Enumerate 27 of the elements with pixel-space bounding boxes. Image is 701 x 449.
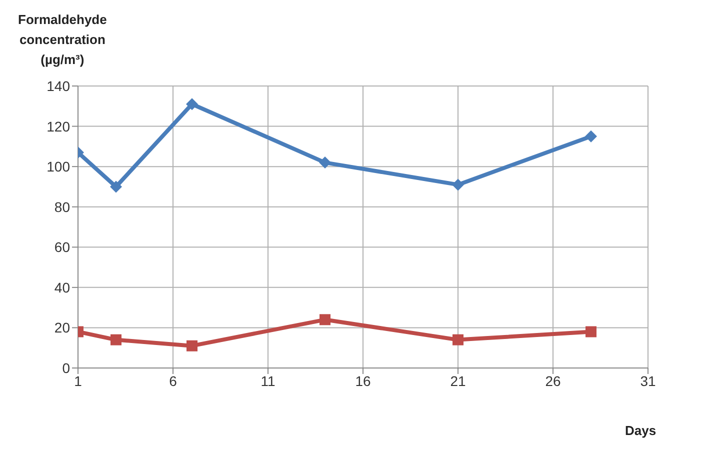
y-tick-label: 80 xyxy=(54,198,70,215)
y-tick-label: 120 xyxy=(46,118,70,134)
point xyxy=(186,340,198,352)
y-tick-label: 140 xyxy=(46,78,70,94)
x-tick-label: 21 xyxy=(450,372,466,389)
x-tick-label: 6 xyxy=(169,372,178,389)
point xyxy=(110,180,122,193)
y-tick-label: 0 xyxy=(62,360,70,376)
x-tick-label: 1 xyxy=(74,372,82,389)
y-tick-label: 60 xyxy=(54,239,70,256)
y-axis-title: Formaldehyde concentration (µg/m³) xyxy=(18,11,107,69)
y-tick-label: 20 xyxy=(54,320,70,336)
point xyxy=(319,156,331,169)
point xyxy=(452,334,464,346)
point xyxy=(452,178,464,191)
x-tick-label: 11 xyxy=(260,372,276,389)
y-tick-label: 100 xyxy=(46,158,70,175)
point xyxy=(586,326,596,338)
point xyxy=(110,334,122,346)
point xyxy=(585,130,597,142)
y-tick-label: 40 xyxy=(54,279,70,296)
point xyxy=(186,98,198,110)
point xyxy=(320,314,330,326)
x-tick-label: 16 xyxy=(355,372,371,389)
x-tick-label: 26 xyxy=(545,372,561,389)
x-tick-label: 31 xyxy=(640,372,656,389)
x-axis-title: Days xyxy=(625,423,656,438)
